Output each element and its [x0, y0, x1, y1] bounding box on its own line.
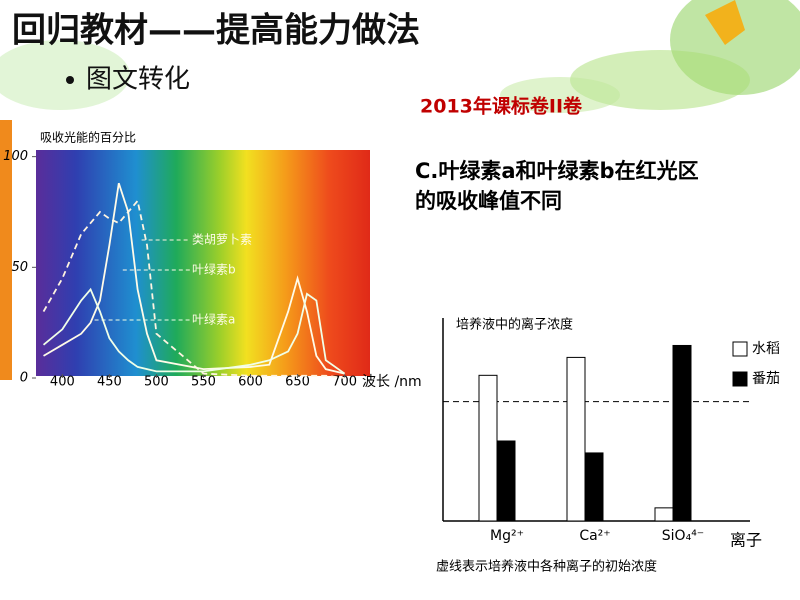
- bar: [478, 374, 498, 522]
- series-label: 叶绿素a: [192, 312, 235, 327]
- bullet-text: 图文转化: [86, 65, 190, 95]
- bar: [672, 344, 692, 522]
- x-tick-label: 650: [285, 375, 310, 390]
- legend-label: 水稻: [752, 341, 780, 357]
- x-tick-label: Mg²⁺: [490, 528, 524, 544]
- x-tick-label: 400: [50, 375, 75, 390]
- bar: [654, 507, 674, 522]
- slide-title: 回归教材——提高能力做法: [12, 11, 420, 51]
- x-tick-label: 600: [238, 375, 263, 390]
- y-axis-label: 吸收光能的百分比: [40, 130, 136, 145]
- series-line: [42, 198, 345, 379]
- decoration: [0, 0, 800, 380]
- y-tick-label: 0: [20, 371, 28, 386]
- spectrum: [36, 150, 370, 376]
- statement: C.叶绿素a和叶绿素b在红光区的吸收峰值不同: [415, 159, 699, 213]
- bar: [584, 452, 604, 522]
- y-tick-label: 100: [3, 149, 28, 164]
- x-tick-label: Ca²⁺: [579, 528, 610, 544]
- x-tick-label: 550: [191, 375, 216, 390]
- bar: [496, 440, 516, 522]
- x-tick-label: SiO₄⁴⁻: [662, 528, 704, 544]
- x-tick-label: 500: [144, 375, 169, 390]
- series-label: 叶绿素b: [192, 262, 236, 277]
- legend-swatch: [732, 341, 748, 357]
- x-tick-label: 700: [332, 375, 357, 390]
- y-tick-label: 50: [11, 260, 28, 275]
- series-line: [43, 182, 345, 375]
- series-line: [42, 287, 346, 375]
- legend-label: 番茄: [752, 370, 780, 387]
- y-axis-label: 培养液中的离子浓度: [456, 317, 573, 333]
- x-tick-label: 450: [97, 375, 122, 390]
- bar: [566, 356, 586, 522]
- x-axis-label: 波长 /nm: [362, 374, 422, 390]
- x-axis-label: 离子: [730, 531, 762, 550]
- legend-swatch: [732, 371, 748, 387]
- note: 虚线表示培养液中各种离子的初始浓度: [436, 559, 657, 575]
- series-label: 类胡萝卜素: [192, 233, 252, 247]
- source: 2013年课标卷II卷: [420, 95, 583, 118]
- bullet-dot: [66, 76, 74, 84]
